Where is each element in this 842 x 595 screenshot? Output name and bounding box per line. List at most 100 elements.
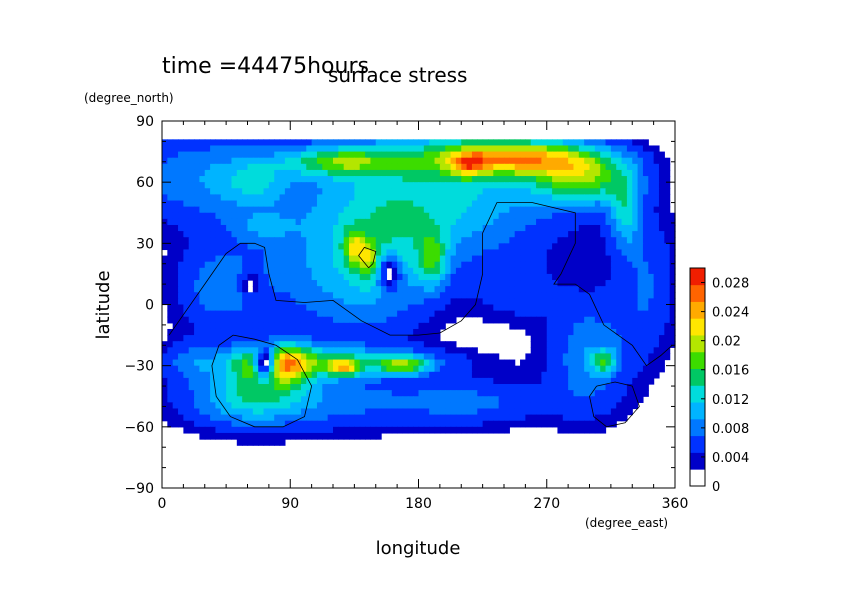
field-cell — [381, 212, 388, 220]
field-cell — [359, 371, 366, 379]
field-cell — [455, 384, 462, 391]
field-cell — [226, 182, 233, 189]
field-cell — [370, 426, 377, 434]
field-cell — [600, 322, 607, 330]
field-cell — [311, 304, 318, 312]
field-cell — [258, 169, 265, 177]
field-cell — [359, 420, 366, 428]
field-cell — [183, 157, 190, 165]
field-cell — [530, 384, 537, 391]
field-cell — [509, 408, 516, 416]
field-cell — [162, 218, 168, 226]
field-cell — [338, 139, 345, 147]
field-cell — [172, 353, 179, 361]
field-cell — [300, 188, 307, 195]
field-cell — [653, 328, 660, 336]
field-cell — [616, 408, 623, 416]
field-cell — [594, 286, 601, 293]
field-cell — [648, 237, 655, 244]
field-cell — [621, 390, 628, 397]
field-cell — [306, 390, 313, 397]
field-cell — [621, 359, 628, 367]
field-cell — [402, 249, 409, 257]
field-cell — [461, 292, 468, 299]
field-cell — [434, 377, 441, 385]
field-cell — [418, 212, 425, 220]
field-cell — [573, 298, 580, 306]
field-cell — [557, 365, 564, 373]
field-cell — [605, 231, 612, 238]
field-cell — [402, 390, 409, 397]
field-cell — [530, 353, 537, 361]
field-cell — [162, 408, 168, 416]
field-cell — [520, 384, 526, 391]
field-cell — [300, 218, 307, 226]
field-cell — [183, 224, 190, 232]
field-cell — [279, 310, 286, 318]
field-cell — [653, 310, 660, 318]
field-cell — [188, 316, 195, 324]
field-cell — [397, 237, 404, 244]
field-cell — [413, 353, 420, 361]
field-cell — [482, 365, 489, 373]
field-cell — [530, 316, 537, 324]
field-cell — [183, 322, 190, 330]
field-cell — [252, 212, 259, 220]
field-cell — [236, 243, 243, 251]
field-cell — [626, 359, 633, 367]
field-cell — [589, 341, 596, 348]
field-cell — [172, 243, 179, 251]
field-cell — [434, 273, 441, 281]
field-cell — [536, 292, 542, 299]
field-cell — [584, 243, 591, 251]
field-cell — [274, 304, 281, 312]
field-cell — [487, 371, 494, 379]
field-cell — [552, 182, 559, 189]
field-cell — [252, 292, 259, 299]
field-cell — [333, 359, 339, 367]
field-cell — [466, 243, 473, 251]
field-cell — [311, 157, 318, 165]
field-cell — [487, 267, 494, 275]
field-cell — [252, 365, 259, 373]
field-cell — [375, 426, 382, 434]
field-cell — [584, 151, 591, 159]
field-cell — [626, 157, 633, 165]
field-cell — [194, 298, 200, 306]
field-cell — [349, 231, 355, 238]
field-cell — [514, 212, 521, 220]
field-cell — [204, 353, 211, 361]
field-cell — [247, 322, 254, 330]
field-cell — [600, 335, 607, 342]
field-cell — [268, 365, 275, 373]
field-cell — [242, 280, 249, 287]
field-cell — [188, 304, 195, 312]
field-cell — [637, 322, 644, 330]
field-cell — [306, 420, 313, 428]
field-cell — [375, 377, 382, 385]
field-cell — [477, 176, 484, 183]
field-cell — [626, 182, 633, 189]
field-cell — [482, 194, 489, 202]
field-cell — [236, 261, 243, 269]
field-cell — [546, 267, 553, 275]
field-cell — [300, 328, 307, 336]
field-cell — [172, 224, 179, 232]
field-cell — [504, 224, 510, 232]
field-cell — [370, 390, 377, 397]
field-cell — [381, 414, 388, 422]
field-cell — [664, 255, 671, 263]
field-cell — [471, 273, 478, 281]
field-cell — [204, 286, 211, 293]
field-cell — [381, 139, 388, 147]
field-cell — [557, 194, 564, 202]
field-cell — [284, 371, 291, 379]
field-cell — [514, 310, 521, 318]
x-axis: 0 90 180 270 360 — [158, 121, 688, 512]
field-cell — [231, 231, 238, 238]
field-cell — [322, 157, 329, 165]
field-cell — [375, 157, 382, 165]
field-cell — [188, 359, 195, 367]
field-cell — [568, 218, 575, 226]
field-cell — [637, 163, 644, 171]
